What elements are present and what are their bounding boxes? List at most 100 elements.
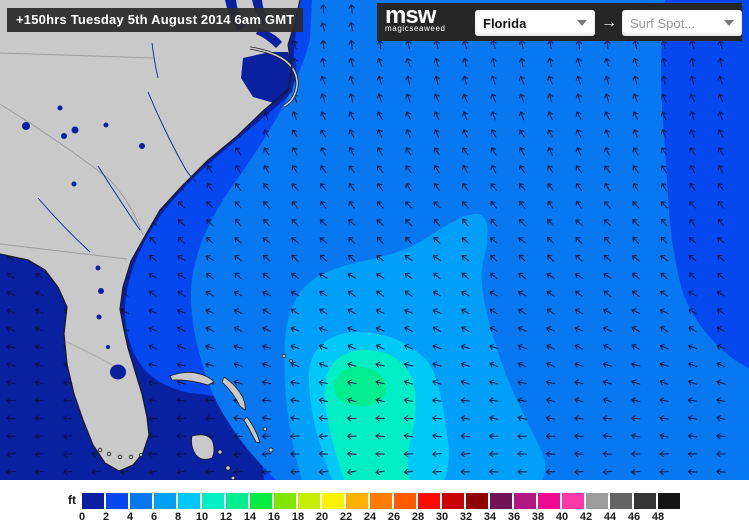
legend-swatch [562, 493, 584, 509]
legend-swatch [514, 493, 536, 509]
wind-arrow [545, 433, 556, 440]
wind-arrow [291, 183, 299, 191]
legend-tick-label: 12 [219, 511, 233, 523]
wind-arrow [717, 200, 725, 209]
wind-arrow [320, 183, 327, 191]
wind-arrow [631, 343, 641, 350]
wind-arrow [319, 254, 327, 262]
wind-arrow [716, 308, 726, 315]
legend-swatch [586, 493, 608, 509]
wind-arrow [688, 343, 698, 350]
wind-arrow [206, 236, 214, 244]
wind-arrow [262, 272, 271, 280]
arrow-right-icon: → [601, 14, 617, 31]
wind-arrow [517, 326, 527, 332]
legend-tick-label: 30 [435, 511, 449, 523]
wind-arrow [546, 361, 556, 368]
wind-arrow [291, 147, 298, 156]
wind-arrow [660, 182, 667, 192]
wind-arrow [177, 290, 186, 297]
wind-arrow [602, 415, 613, 422]
wind-arrow [547, 129, 554, 138]
wind-arrow [602, 361, 613, 368]
spot-select[interactable]: Surf Spot... [622, 10, 742, 36]
wind-arrow [432, 415, 442, 422]
wind-arrow [575, 290, 583, 297]
legend-swatch [466, 493, 488, 509]
wind-arrow [631, 272, 640, 280]
wind-arrow [689, 218, 696, 227]
region-select[interactable]: Florida [475, 10, 595, 36]
legend-tick-label: 10 [195, 511, 209, 523]
wind-arrow [490, 147, 497, 156]
wind-arrow [432, 343, 442, 350]
wind-arrow [290, 361, 300, 368]
wind-arrow [660, 165, 667, 174]
wind-arrow [404, 272, 413, 280]
wind-arrow [462, 75, 469, 85]
wind-arrow [6, 397, 16, 404]
wind-arrow [263, 129, 270, 138]
wind-arrow [290, 433, 300, 440]
wind-arrow [291, 39, 298, 50]
wind-arrow [432, 361, 442, 368]
wind-arrow [716, 450, 726, 458]
wind-arrow [717, 183, 725, 191]
region-select-value: Florida [483, 15, 527, 31]
wind-arrow [290, 290, 300, 297]
wind-arrow [34, 343, 45, 351]
wind-arrow [205, 343, 215, 350]
wind-arrow [489, 379, 499, 386]
wind-arrow [148, 343, 158, 350]
legend-swatch [538, 493, 560, 509]
wind-arrow [688, 308, 697, 315]
wind-arrow [689, 201, 697, 209]
wind-arrow [290, 415, 300, 422]
wind-arrow [462, 164, 468, 174]
forecast-map[interactable]: +150hrs Tuesday 5th August 2014 6am GMT … [0, 0, 749, 480]
msw-logo-subtext: magicseaweed [385, 24, 446, 33]
wind-arrow [660, 93, 667, 103]
wind-arrow [377, 165, 384, 174]
wind-arrow [347, 361, 357, 368]
wind-arrow [376, 182, 384, 192]
wind-arrow [716, 468, 726, 475]
legend-tick-label: 38 [531, 511, 545, 523]
wind-arrow [518, 218, 526, 227]
wind-arrow [546, 343, 555, 350]
wind-arrow [320, 200, 327, 209]
wind-arrow [290, 450, 300, 458]
wind-arrow [547, 57, 554, 68]
wind-arrow [518, 57, 526, 68]
wind-arrow [404, 343, 413, 350]
wind-arrow [659, 450, 669, 458]
wind-arrow [233, 433, 243, 440]
wind-arrow [375, 432, 385, 440]
wind-arrow [575, 219, 583, 226]
wind-arrow [6, 415, 16, 422]
wind-arrow [717, 129, 724, 138]
wind-arrow [205, 254, 214, 262]
wind-arrow [546, 308, 555, 315]
wind-arrow [604, 111, 610, 121]
wind-arrow [405, 57, 412, 67]
wind-arrow [716, 290, 726, 297]
wind-arrow [63, 415, 73, 422]
wind-arrow [489, 326, 499, 332]
legend-swatch [418, 493, 440, 509]
msw-logo[interactable]: msw magicseaweed [385, 4, 473, 34]
wind-arrow [347, 272, 356, 279]
wind-arrow [34, 433, 45, 440]
wind-arrow [517, 450, 527, 458]
swell-map-canvas[interactable] [0, 0, 749, 480]
wind-arrow [405, 219, 413, 227]
legend-swatch [178, 493, 200, 509]
legend-swatch [106, 493, 128, 509]
wind-arrow [687, 415, 698, 422]
legend-swatch [298, 493, 320, 509]
wind-arrow [233, 308, 243, 315]
wind-arrow [432, 432, 442, 440]
wind-arrow [460, 343, 470, 350]
wind-arrow [517, 397, 527, 404]
lake-okeechobee [110, 364, 126, 380]
